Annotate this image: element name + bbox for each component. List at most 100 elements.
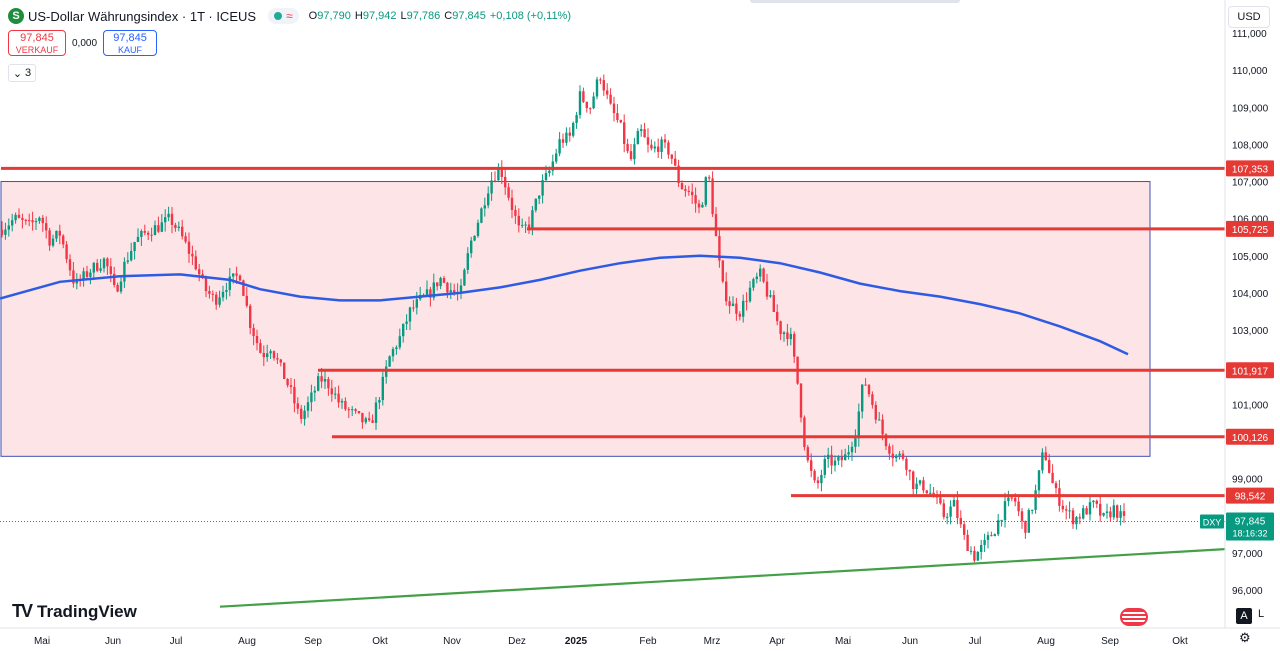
candle-body: [575, 114, 578, 123]
candle-body: [116, 284, 119, 292]
x-tick-label: Nov: [443, 636, 461, 647]
candle-body: [378, 400, 381, 403]
tradingview-logo[interactable]: TV TradingView: [12, 601, 137, 622]
candle-body: [96, 262, 99, 271]
candle-body: [1071, 510, 1075, 525]
x-tick-label: Sep: [1101, 636, 1119, 647]
top-drag-handle[interactable]: [750, 0, 960, 3]
candle-body: [181, 226, 184, 237]
candle-body: [776, 311, 779, 322]
candle-body: [956, 500, 959, 518]
x-tick-label: Mai: [34, 636, 50, 647]
candle-body: [606, 90, 609, 95]
candle-body: [857, 411, 860, 439]
candle-body: [1054, 483, 1058, 489]
ohlc-key: O: [308, 10, 318, 22]
candle-body: [381, 376, 384, 401]
indicators-toggle-button[interactable]: ⌄ 3: [8, 64, 36, 82]
buy-button[interactable]: 97,845 KAUF: [103, 30, 158, 56]
candle-body: [1044, 452, 1047, 461]
market-status-pill[interactable]: ≈: [268, 8, 299, 24]
candle-body: [629, 151, 633, 160]
candle-body: [1031, 509, 1034, 511]
candle-body: [1105, 511, 1109, 513]
gear-icon[interactable]: ⚙: [1239, 630, 1251, 645]
candle-body: [24, 219, 27, 221]
candle-body: [973, 550, 976, 561]
candle-body: [344, 400, 347, 410]
candle-body: [820, 474, 823, 484]
candle-body: [334, 393, 337, 395]
candle-body: [568, 132, 571, 136]
candle-body: [388, 356, 391, 367]
candle-body: [1085, 508, 1088, 515]
candle-body: [762, 268, 765, 282]
candle-body: [840, 456, 843, 461]
ohlc-item: +0,108 (+0,11%): [490, 10, 571, 22]
candle-body: [827, 454, 830, 460]
candle-body: [816, 480, 820, 484]
level-price-tag: [1226, 362, 1274, 379]
trend-line: [219, 548, 1226, 608]
candle-body: [313, 390, 316, 393]
candle-body: [888, 446, 891, 454]
y-tick-label: 106,000: [1232, 215, 1269, 226]
candle-body: [884, 434, 888, 447]
candle-body: [293, 386, 296, 404]
range-box: [0, 181, 1151, 457]
candle-body: [1000, 520, 1003, 522]
candle-body: [925, 490, 928, 494]
candle-body: [102, 258, 106, 269]
candle-body: [330, 388, 333, 395]
candle-body: [395, 347, 398, 350]
candle-body: [786, 332, 789, 340]
symbol-tag-label: DXY: [1203, 517, 1222, 527]
y-tick-label: 103,000: [1232, 326, 1269, 337]
candle-body: [908, 469, 911, 472]
candle-body: [612, 103, 616, 114]
us-flag-icon[interactable]: [1120, 608, 1148, 626]
candle-body: [425, 289, 429, 295]
candle-body: [517, 215, 520, 226]
candle-body: [514, 209, 517, 216]
candle-body: [779, 321, 782, 335]
ohlc-item: C97,845: [444, 10, 486, 22]
candle-body: [371, 420, 374, 423]
candle-body: [140, 230, 143, 237]
candle-body: [208, 291, 211, 294]
candle-body: [544, 173, 548, 181]
candle-body: [1122, 511, 1126, 516]
candle-body: [51, 238, 55, 246]
candle-body: [429, 289, 432, 298]
level-price-label: 98,542: [1235, 492, 1266, 503]
candle-body: [952, 500, 956, 507]
log-scale-button[interactable]: L: [1258, 608, 1265, 620]
candle-body: [368, 418, 371, 421]
candle-body: [1034, 490, 1037, 510]
candle-body: [99, 268, 102, 271]
candle-body: [731, 303, 735, 307]
x-tick-label: Aug: [238, 636, 256, 647]
candle-body: [589, 108, 592, 110]
candle-body: [1014, 498, 1017, 502]
x-tick-label: Okt: [372, 636, 388, 647]
x-tick-label: Okt: [1172, 636, 1188, 647]
candle-body: [646, 137, 650, 145]
currency-selector[interactable]: USD: [1228, 6, 1270, 28]
candle-body: [38, 217, 41, 222]
ohlc-value: 97,942: [362, 10, 397, 22]
symbol-title[interactable]: US-Dollar Währungsindex · 1T · ICEUS: [28, 8, 257, 24]
candle-body: [398, 336, 401, 348]
candle-body: [657, 146, 660, 152]
sell-button[interactable]: 97,845 VERKAUF: [8, 30, 66, 56]
candle-body: [160, 222, 163, 232]
candle-body: [844, 454, 847, 461]
candle-body: [55, 230, 58, 239]
auto-scale-button[interactable]: A: [1236, 608, 1252, 624]
candle-body: [1109, 511, 1112, 518]
candle-body: [864, 384, 867, 386]
sell-price: 97,845: [20, 32, 54, 44]
candle-body: [918, 480, 922, 484]
candle-body: [874, 404, 877, 420]
